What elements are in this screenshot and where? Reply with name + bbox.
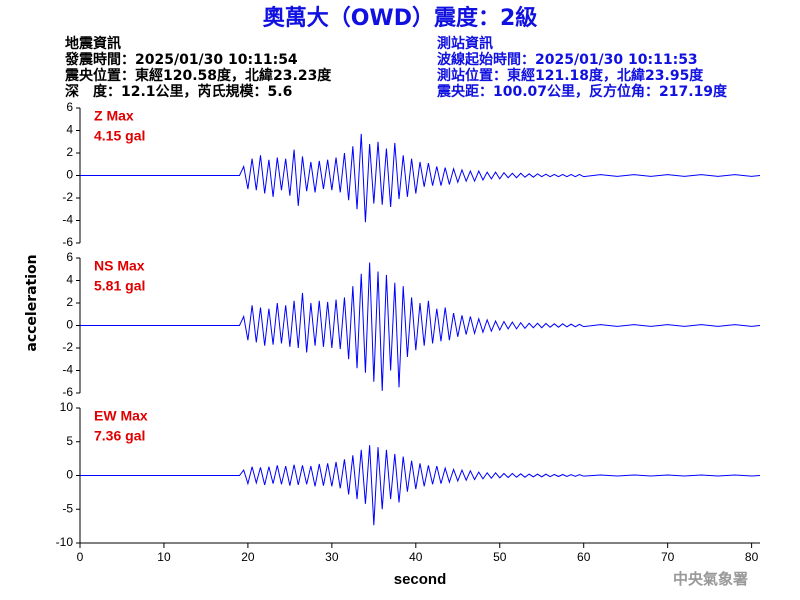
x-tick-label: 60 (577, 550, 591, 564)
info-line: 深 度：12.1公里，芮氏規模：5.6 (65, 83, 292, 100)
max-label: Z Max (94, 108, 134, 124)
y-tick-label: 0 (66, 468, 73, 482)
y-tick-label: -2 (62, 340, 73, 354)
y-axis-label: acceleration (24, 254, 40, 351)
y-tick-label: 2 (66, 295, 73, 309)
y-tick-label: -4 (62, 363, 73, 377)
waveform (80, 262, 761, 391)
info-line: 測站位置：東經121.18度，北緯23.95度 (437, 67, 704, 84)
info-line: 測站資訊 (437, 35, 493, 52)
y-tick-label: 6 (66, 100, 73, 114)
waveform (80, 133, 761, 223)
x-tick-label: 0 (77, 550, 84, 564)
max-value: 7.36 gal (94, 428, 145, 444)
y-tick-label: -10 (56, 535, 74, 549)
max-label: EW Max (94, 408, 148, 424)
y-tick-label: -6 (62, 385, 73, 399)
y-tick-label: 4 (66, 123, 73, 137)
y-tick-label: 6 (66, 250, 73, 264)
waveform (80, 445, 761, 526)
y-tick-label: 5 (66, 434, 73, 448)
x-tick-label: 70 (661, 550, 675, 564)
x-axis-label: second (394, 571, 447, 588)
info-line: 震央位置：東經120.58度，北緯23.23度 (64, 67, 332, 84)
y-tick-label: 10 (60, 400, 74, 414)
y-tick-label: -2 (62, 190, 73, 204)
x-tick-label: 50 (493, 550, 507, 564)
y-tick-label: 0 (66, 318, 73, 332)
info-line: 震央距：100.07公里，反方位角：217.19度 (436, 83, 728, 100)
y-tick-label: -6 (62, 235, 73, 249)
y-tick-label: 2 (66, 145, 73, 159)
max-value: 4.15 gal (94, 128, 145, 144)
title: 奧萬大（OWD）震度：2級 (263, 5, 538, 31)
y-tick-label: 0 (66, 168, 73, 182)
x-tick-label: 40 (409, 550, 423, 564)
info-line: 發震時間：2025/01/30 10:11:54 (64, 51, 298, 68)
y-tick-label: 4 (66, 273, 73, 287)
watermark: 中央氣象署 (673, 570, 748, 588)
info-line: 波線起始時間：2025/01/30 10:11:53 (437, 51, 698, 68)
max-value: 5.81 gal (94, 278, 145, 294)
info-line: 地震資訊 (65, 35, 121, 52)
x-tick-label: 20 (241, 550, 255, 564)
x-tick-label: 80 (745, 550, 759, 564)
y-tick-label: -4 (62, 213, 73, 227)
x-tick-label: 10 (157, 550, 171, 564)
x-tick-label: 30 (325, 550, 339, 564)
y-tick-label: -5 (62, 501, 73, 515)
max-label: NS Max (94, 258, 145, 274)
